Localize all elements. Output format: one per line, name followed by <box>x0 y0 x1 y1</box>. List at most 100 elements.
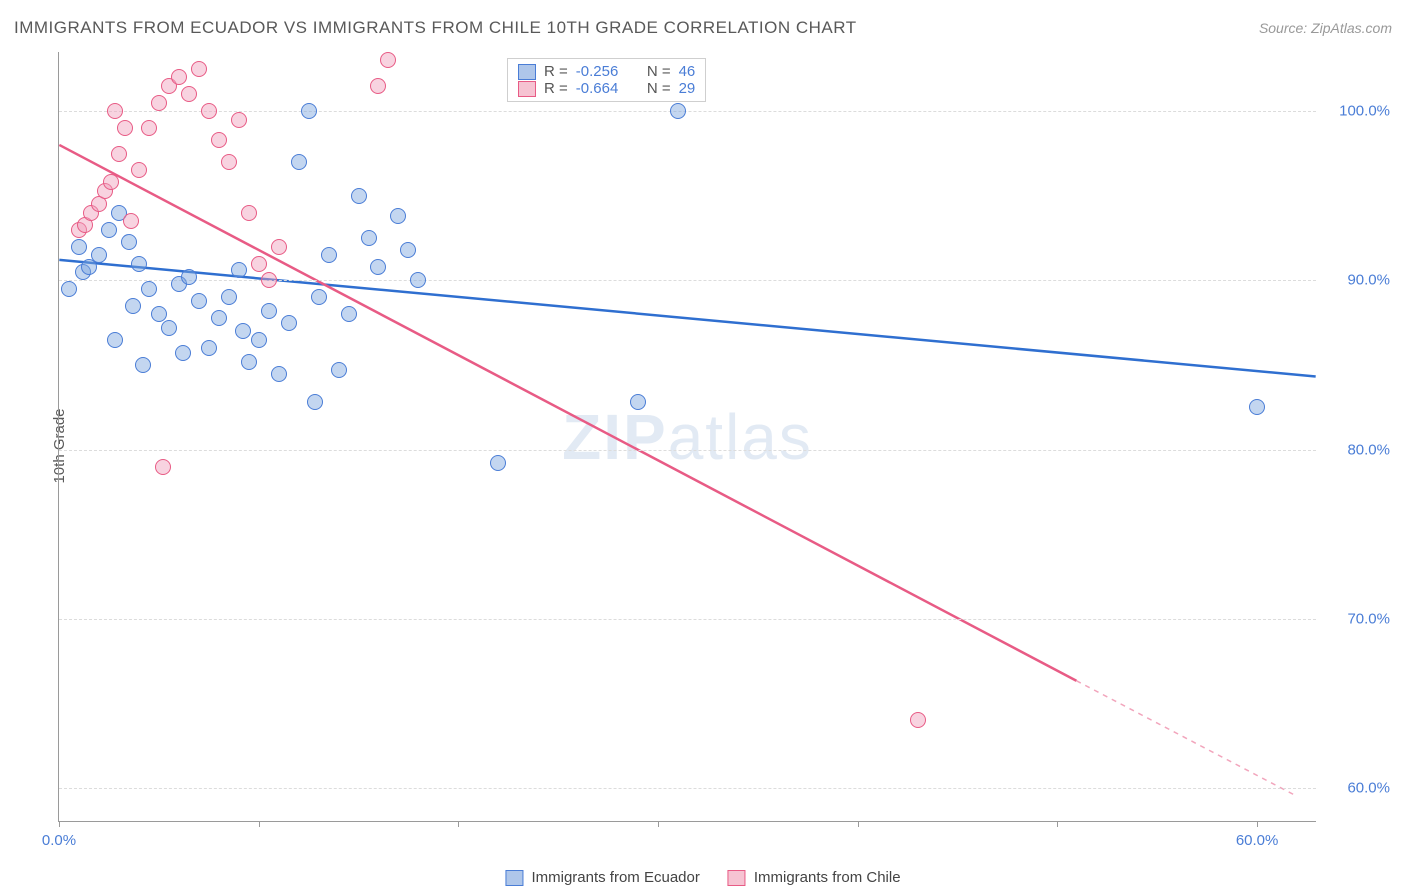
ecuador-point <box>261 303 277 319</box>
ecuador-point <box>107 332 123 348</box>
series-legend-label: Immigrants from Chile <box>754 869 901 886</box>
legend-n-value: 29 <box>679 80 696 97</box>
ecuador-point <box>307 394 323 410</box>
y-tick-label: 70.0% <box>1330 610 1390 627</box>
series-legend-item: Immigrants from Chile <box>728 869 901 886</box>
gridline <box>59 788 1316 789</box>
chile-trendline <box>59 145 1076 681</box>
legend-r-label: R = <box>544 63 568 80</box>
x-tick <box>259 821 260 827</box>
chile-point <box>211 132 227 148</box>
ecuador-point <box>370 259 386 275</box>
chile-point <box>111 146 127 162</box>
scatter-plot: ZIPatlas R = -0.256 N = 46R = -0.664 N =… <box>58 52 1316 822</box>
gridline <box>59 619 1316 620</box>
ecuador-point <box>211 310 227 326</box>
legend-row: R = -0.256 N = 46 <box>518 63 695 80</box>
correlation-legend: R = -0.256 N = 46R = -0.664 N = 29 <box>507 58 706 102</box>
series-legend-item: Immigrants from Ecuador <box>505 869 699 886</box>
ecuador-point <box>241 354 257 370</box>
ecuador-point <box>101 222 117 238</box>
x-tick <box>458 821 459 827</box>
ecuador-point <box>131 256 147 272</box>
gridline <box>59 280 1316 281</box>
trend-lines <box>59 52 1316 821</box>
y-tick-label: 60.0% <box>1330 780 1390 797</box>
ecuador-point <box>221 289 237 305</box>
ecuador-point <box>175 345 191 361</box>
legend-r-label: R = <box>544 80 568 97</box>
chile-point <box>123 213 139 229</box>
ecuador-point <box>361 230 377 246</box>
legend-r-value: -0.256 <box>576 63 619 80</box>
ecuador-point <box>281 315 297 331</box>
ecuador-point <box>301 103 317 119</box>
x-tick-label: 60.0% <box>1236 832 1279 849</box>
legend-n-label: N = <box>647 63 671 80</box>
legend-swatch <box>728 870 746 886</box>
ecuador-point <box>251 332 267 348</box>
ecuador-point <box>231 262 247 278</box>
gridline <box>59 450 1316 451</box>
ecuador-point <box>390 208 406 224</box>
chart-header: IMMIGRANTS FROM ECUADOR VS IMMIGRANTS FR… <box>14 18 1392 38</box>
chile-point <box>251 256 267 272</box>
x-tick <box>858 821 859 827</box>
x-tick <box>59 821 60 827</box>
y-tick-label: 80.0% <box>1330 441 1390 458</box>
watermark-atlas: atlas <box>668 401 813 473</box>
watermark: ZIPatlas <box>562 400 813 474</box>
ecuador-point <box>161 320 177 336</box>
ecuador-point <box>91 247 107 263</box>
ecuador-point <box>201 340 217 356</box>
legend-swatch <box>518 64 536 80</box>
y-tick-label: 90.0% <box>1330 272 1390 289</box>
ecuador-point <box>311 289 327 305</box>
ecuador-point <box>125 298 141 314</box>
x-tick <box>1057 821 1058 827</box>
ecuador-point <box>351 188 367 204</box>
ecuador-point <box>135 357 151 373</box>
chile-point <box>155 459 171 475</box>
chile-point <box>107 103 123 119</box>
ecuador-point <box>331 362 347 378</box>
chile-point <box>221 154 237 170</box>
chile-point <box>141 120 157 136</box>
chile-point <box>201 103 217 119</box>
chile-point <box>231 112 247 128</box>
chile-point <box>261 272 277 288</box>
ecuador-point <box>141 281 157 297</box>
x-tick-label: 0.0% <box>42 832 76 849</box>
ecuador-point <box>490 455 506 471</box>
series-legend: Immigrants from Ecuador Immigrants from C… <box>505 869 900 886</box>
chile-point <box>370 78 386 94</box>
chile-point <box>103 174 119 190</box>
ecuador-point <box>71 239 87 255</box>
chile-point <box>380 52 396 68</box>
ecuador-point <box>410 272 426 288</box>
legend-n-label: N = <box>647 80 671 97</box>
ecuador-point <box>321 247 337 263</box>
legend-swatch <box>505 870 523 886</box>
chile-point <box>910 712 926 728</box>
chile-point <box>117 120 133 136</box>
ecuador-point <box>400 242 416 258</box>
watermark-zip: ZIP <box>562 401 668 473</box>
chart-source: Source: ZipAtlas.com <box>1259 20 1392 36</box>
ecuador-point <box>191 293 207 309</box>
chile-point <box>191 61 207 77</box>
gridline <box>59 111 1316 112</box>
chile-point <box>151 95 167 111</box>
series-legend-label: Immigrants from Ecuador <box>531 869 699 886</box>
chart-title: IMMIGRANTS FROM ECUADOR VS IMMIGRANTS FR… <box>14 18 857 38</box>
chile-point <box>171 69 187 85</box>
y-tick-label: 100.0% <box>1330 103 1390 120</box>
ecuador-point <box>271 366 287 382</box>
ecuador-point <box>291 154 307 170</box>
chile-point <box>271 239 287 255</box>
ecuador-point <box>121 234 137 250</box>
ecuador-point <box>61 281 77 297</box>
legend-n-value: 46 <box>679 63 696 80</box>
chile-point <box>181 86 197 102</box>
legend-row: R = -0.664 N = 29 <box>518 80 695 97</box>
